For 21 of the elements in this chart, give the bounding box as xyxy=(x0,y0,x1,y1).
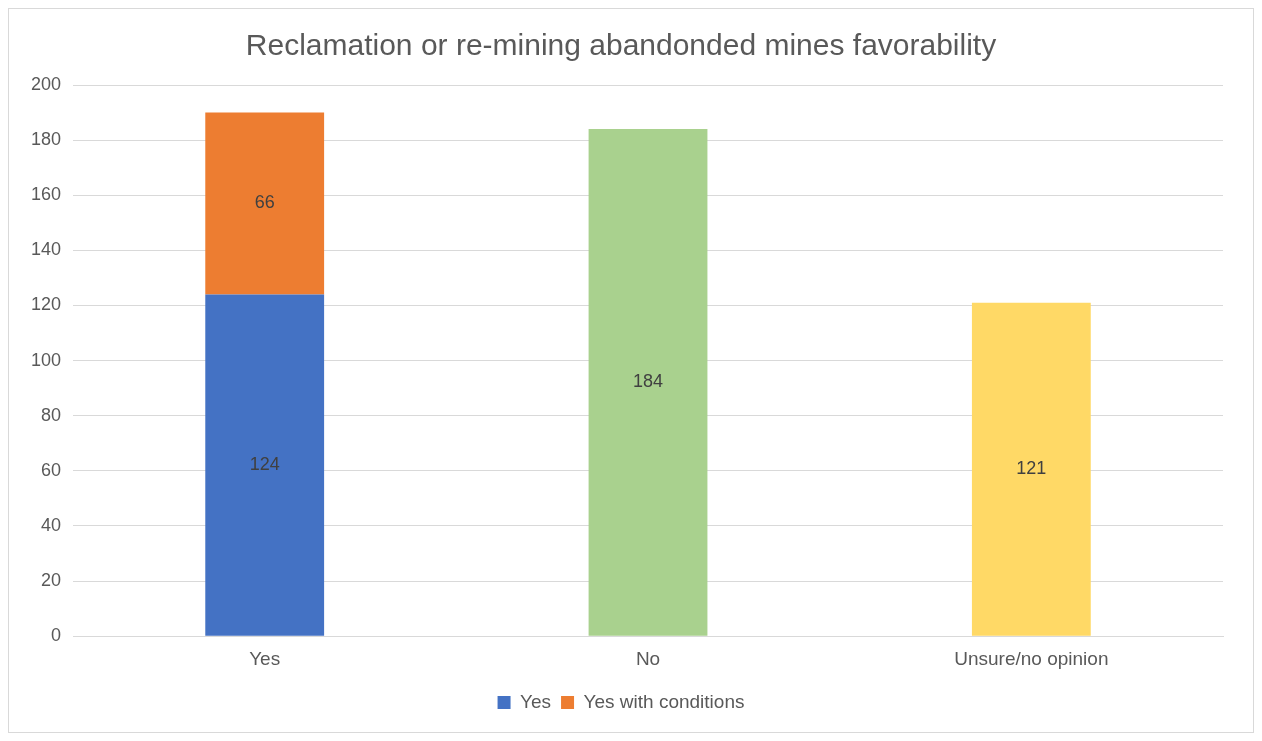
x-tick-label: Unsure/no opinion xyxy=(954,647,1109,669)
y-tick-label: 180 xyxy=(30,129,62,150)
legend-label: Yes with conditions xyxy=(583,690,745,712)
y-tick-label: 120 xyxy=(30,294,62,315)
y-tick-label: 140 xyxy=(30,239,62,260)
y-tick-label: 80 xyxy=(41,404,62,425)
y-tick-label: 200 xyxy=(30,73,62,94)
y-tick-label: 40 xyxy=(41,514,62,535)
y-tick-label: 20 xyxy=(41,570,62,591)
y-tick-label: 160 xyxy=(30,184,62,205)
y-tick-label: 100 xyxy=(30,349,62,370)
x-tick-label: Yes xyxy=(249,647,281,669)
data-label: 121 xyxy=(1016,458,1047,479)
chart-title: Reclamation or re-mining abandonded mines favorability xyxy=(245,28,997,62)
x-tick-label: No xyxy=(635,647,661,669)
y-tick-label: 0 xyxy=(51,625,62,646)
y-tick-label: 60 xyxy=(41,459,62,480)
data-label: 184 xyxy=(632,371,664,392)
data-label: 124 xyxy=(249,454,280,475)
data-label: 66 xyxy=(254,192,275,213)
legend-label: Yes xyxy=(520,690,552,712)
